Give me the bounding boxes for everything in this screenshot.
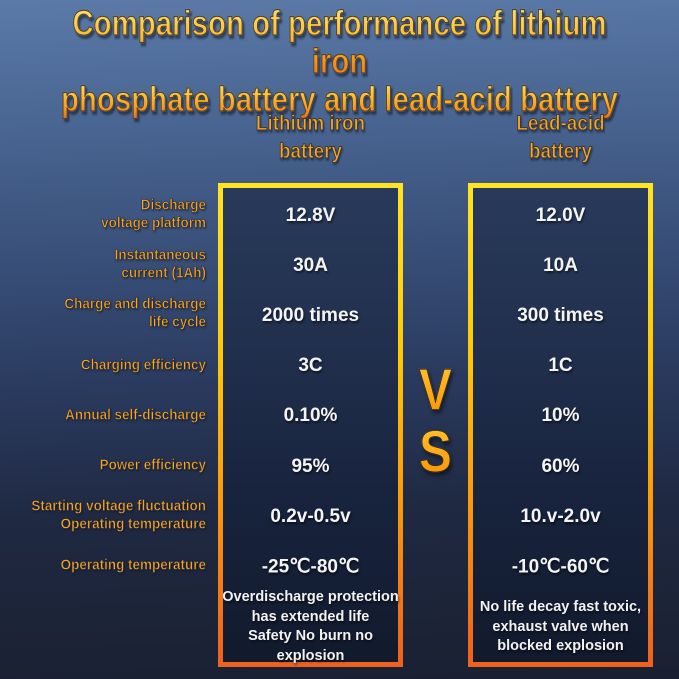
value-lead-charging-efficiency: 1C [548, 355, 573, 376]
note-lithium: Overdischarge protection has extended li… [222, 589, 399, 664]
title-line-1: Comparison of performance of lithium iro… [54, 4, 624, 81]
row-label-operating-temperature: Operating temperature [60, 557, 207, 574]
value-lithium-annual-self-discharge: 0.10% [283, 405, 338, 426]
value-lead-power-efficiency: 60% [541, 456, 580, 477]
vs-divider: V S [403, 0, 468, 679]
value-lithium-charging-efficiency: 3C [298, 355, 323, 376]
column-header-lithium: Lithium iron battery [255, 112, 366, 164]
row-label-annual-self-discharge: Annual self-discharge [65, 407, 206, 424]
value-lead-life-cycle: 300 times [517, 305, 604, 326]
value-lead-voltage-fluctuation: 10.v-2.0v [520, 506, 601, 527]
vs-letter-s: S [408, 419, 463, 486]
page-title: Comparison of performance of lithium iro… [0, 4, 679, 119]
row-label-power-efficiency: Power efficiency [99, 457, 206, 474]
value-lithium-instantaneous-current: 30A [293, 255, 328, 276]
value-lead-discharge-voltage: 12.0V [535, 205, 586, 226]
column-header-lead: Lead-acid battery [516, 112, 605, 164]
battery-box-lithium [218, 183, 403, 667]
row-label-charging-efficiency: Charging efficiency [80, 357, 207, 374]
row-label-discharge-voltage-platform: Discharge voltage platform [101, 197, 206, 231]
row-label-starting-voltage-fluctuation: Starting voltage fluctuation Operating t… [31, 498, 206, 532]
battery-box-lead [468, 183, 653, 667]
value-lithium-life-cycle: 2000 times [261, 305, 360, 326]
row-label-instantaneous-current: Instantaneous current (1Ah) [114, 247, 206, 281]
note-lead: No life decay fast toxic, exhaust valve … [479, 598, 642, 654]
value-lithium-voltage-fluctuation: 0.2v-0.5v [270, 506, 351, 527]
value-lead-instantaneous-current: 10A [543, 255, 578, 276]
value-lead-annual-self-discharge: 10% [541, 405, 580, 426]
value-lead-operating-temperature: -10℃-60℃ [511, 556, 610, 578]
title-line-2: phosphate battery and lead-acid battery [54, 80, 624, 119]
row-label-life-cycle: Charge and discharge life cycle [64, 296, 206, 330]
value-lithium-operating-temperature: -25℃-80℃ [261, 556, 360, 578]
vs-letter-v: V [408, 357, 463, 424]
value-lithium-power-efficiency: 95% [291, 456, 330, 477]
value-lithium-discharge-voltage: 12.8V [285, 205, 336, 226]
